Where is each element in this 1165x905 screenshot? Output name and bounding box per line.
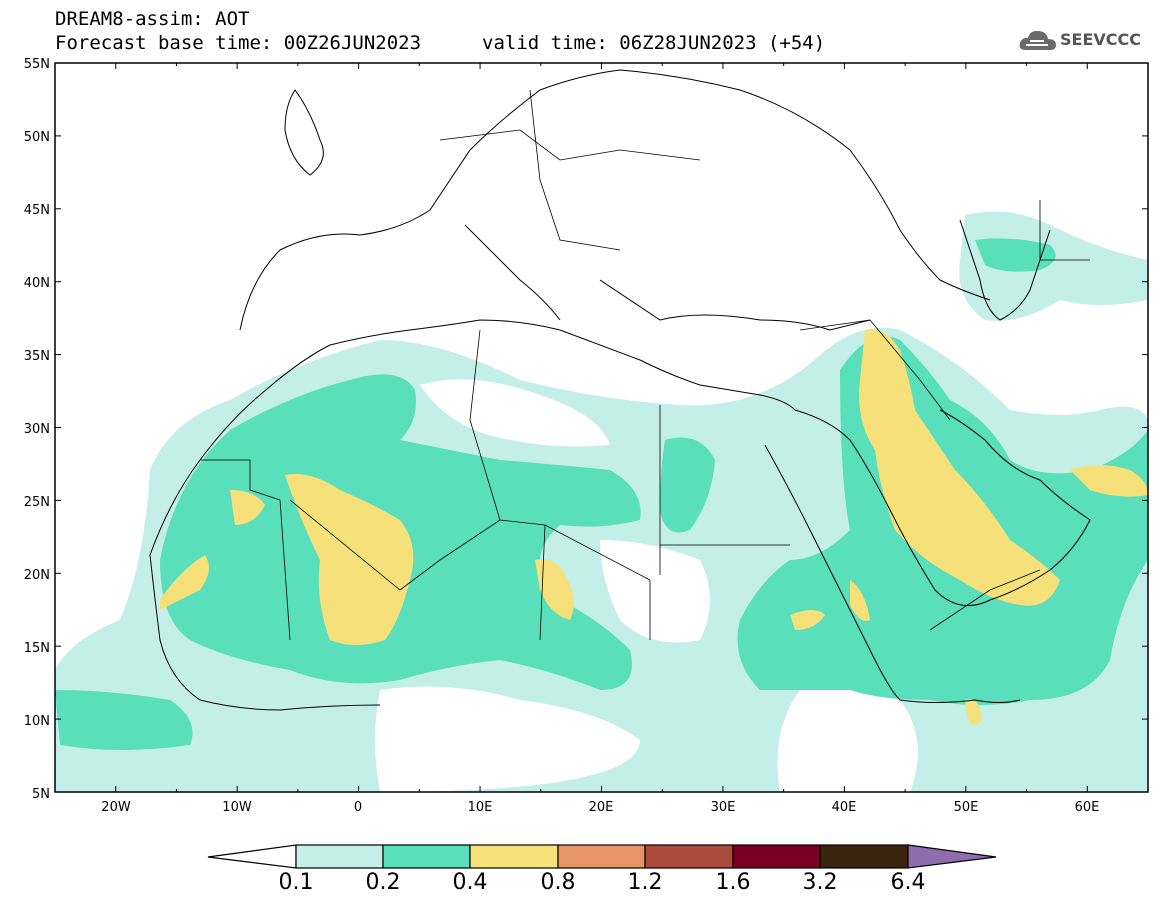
aot-region-mid-egypt — [660, 437, 715, 533]
colorbar-low-arrow — [207, 844, 297, 869]
colorbar-swatch — [295, 844, 384, 869]
lon-label: 30E — [711, 800, 736, 815]
colorbar-swatch — [819, 844, 909, 869]
lon-label: 20E — [589, 800, 614, 815]
coastline-africa-west — [149, 554, 381, 711]
lat-label: 45N — [24, 203, 50, 218]
colorbar-swatch — [557, 844, 646, 869]
forecast-base-time: Forecast base time: 00Z26JUN2023 — [55, 32, 422, 54]
colorbar-label: 0.4 — [452, 870, 488, 895]
coastline-greece-turkey — [599, 279, 871, 331]
aot-region-high-somalia — [965, 699, 982, 725]
coastline-africa-north — [149, 319, 796, 556]
aot-clear-nigeria — [375, 686, 640, 792]
lon-label: 20W — [101, 800, 131, 815]
colorbar-swatch — [732, 844, 821, 869]
aot-region-high-arabia — [859, 329, 1060, 606]
colorbar-label: 1.6 — [715, 870, 751, 895]
border-turkey-syria — [799, 319, 871, 331]
valid-time: valid time: 06Z28JUN2023 (+54) — [482, 32, 826, 54]
colorbar-label: 3.2 — [802, 870, 838, 895]
lat-label: 40N — [24, 276, 50, 291]
aot-clear-ethiopia — [777, 682, 918, 792]
border-europe-b — [529, 89, 621, 251]
aot-clear-chad — [600, 540, 710, 643]
colorbar-label: 0.2 — [365, 870, 401, 895]
aot-field — [55, 211, 1148, 792]
lat-label: 5N — [32, 787, 50, 802]
lat-label: 15N — [24, 641, 50, 656]
political-borders — [200, 89, 1090, 641]
lat-label: 35N — [24, 349, 50, 364]
aot-region-high-mauritania — [285, 474, 414, 645]
lat-label: 10N — [24, 714, 50, 729]
aot-region-high-gulf — [1070, 465, 1148, 497]
colorbar-swatch — [382, 844, 471, 869]
coastline-red-sea — [764, 444, 1021, 703]
aot-region-mid-westafrica — [55, 690, 193, 750]
colorbar-high-arrow — [907, 844, 997, 869]
axis-ticks — [54, 62, 1149, 793]
border-kazakh — [1039, 200, 1090, 261]
logo-text: SEEVCCC — [1060, 30, 1141, 49]
latitude-labels: 55N 50N 45N 40N 35N 30N 25N 20N 15N 10N … — [24, 57, 50, 802]
colorbar-label: 6.4 — [890, 870, 926, 895]
aot-clear-libya — [420, 379, 610, 447]
lon-label: 40E — [832, 800, 857, 815]
lat-label: 55N — [24, 57, 50, 72]
border-saudi-yemen — [929, 569, 1041, 631]
lon-label: 0 — [354, 800, 362, 815]
colorbar-swatch — [644, 844, 734, 869]
coastlines — [149, 69, 1091, 711]
aot-region-high-eritrea — [850, 580, 870, 621]
lat-label: 25N — [24, 495, 50, 510]
border-iraq-iran — [869, 319, 951, 421]
lon-label: 10E — [468, 800, 493, 815]
aot-region-high-west — [230, 490, 265, 525]
aot-region-mid-caspian — [975, 238, 1056, 272]
seevccc-logo: SEEVCCC — [1018, 24, 1158, 58]
lon-label: 10W — [222, 800, 252, 815]
colorbar — [207, 844, 997, 869]
coastline-europe — [239, 69, 991, 331]
aot-region-high-sahel — [160, 555, 209, 610]
colorbar-label: 0.1 — [278, 870, 314, 895]
border-mauritania — [200, 459, 291, 641]
aot-region-high-niger — [535, 559, 574, 620]
coastline-arabia — [794, 409, 1091, 607]
lon-label: 60E — [1075, 800, 1100, 815]
coastline-caspian — [959, 219, 1051, 321]
aot-region-high-sudan — [790, 610, 825, 630]
border-libya-chad — [539, 524, 546, 641]
colorbar-swatch — [469, 844, 559, 869]
border-algeria-mali — [289, 499, 651, 591]
lon-label: 50E — [954, 800, 979, 815]
cloud-icon — [1019, 30, 1056, 50]
coastline-italy — [464, 224, 561, 321]
coastline-uk — [284, 89, 324, 176]
border-algeria-libya — [469, 329, 501, 521]
lat-label: 30N — [24, 422, 50, 437]
longitude-labels: 20W 10W 0 10E 20E 30E 40E 50E 60E — [101, 800, 1099, 815]
map-title: DREAM8-assim: AOT — [55, 8, 250, 30]
colorbar-label: 1.2 — [627, 870, 663, 895]
border-europe-a — [439, 129, 701, 161]
colorbar-label: 0.8 — [540, 870, 576, 895]
lat-label: 50N — [24, 130, 50, 145]
lat-label: 20N — [24, 568, 50, 583]
